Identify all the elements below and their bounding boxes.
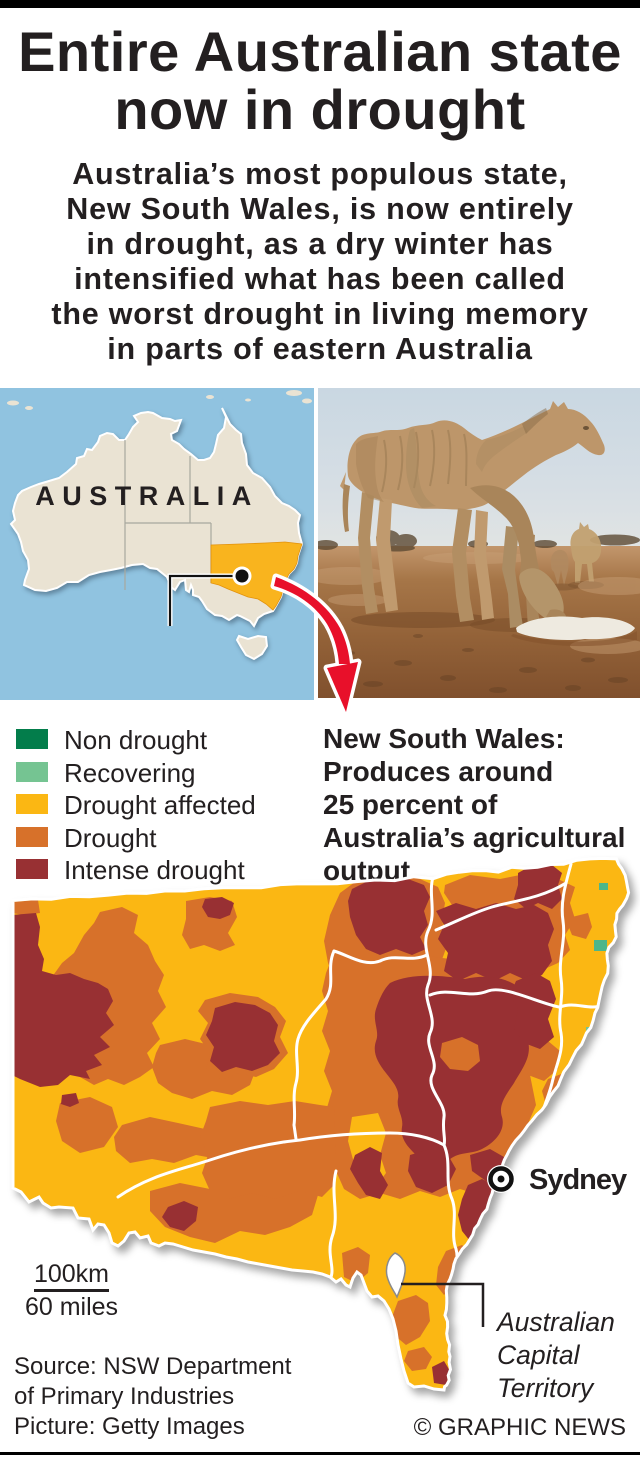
svg-text:AUSTRALIA: AUSTRALIA xyxy=(35,481,259,511)
svg-text:Sydney: Sydney xyxy=(529,1164,627,1196)
